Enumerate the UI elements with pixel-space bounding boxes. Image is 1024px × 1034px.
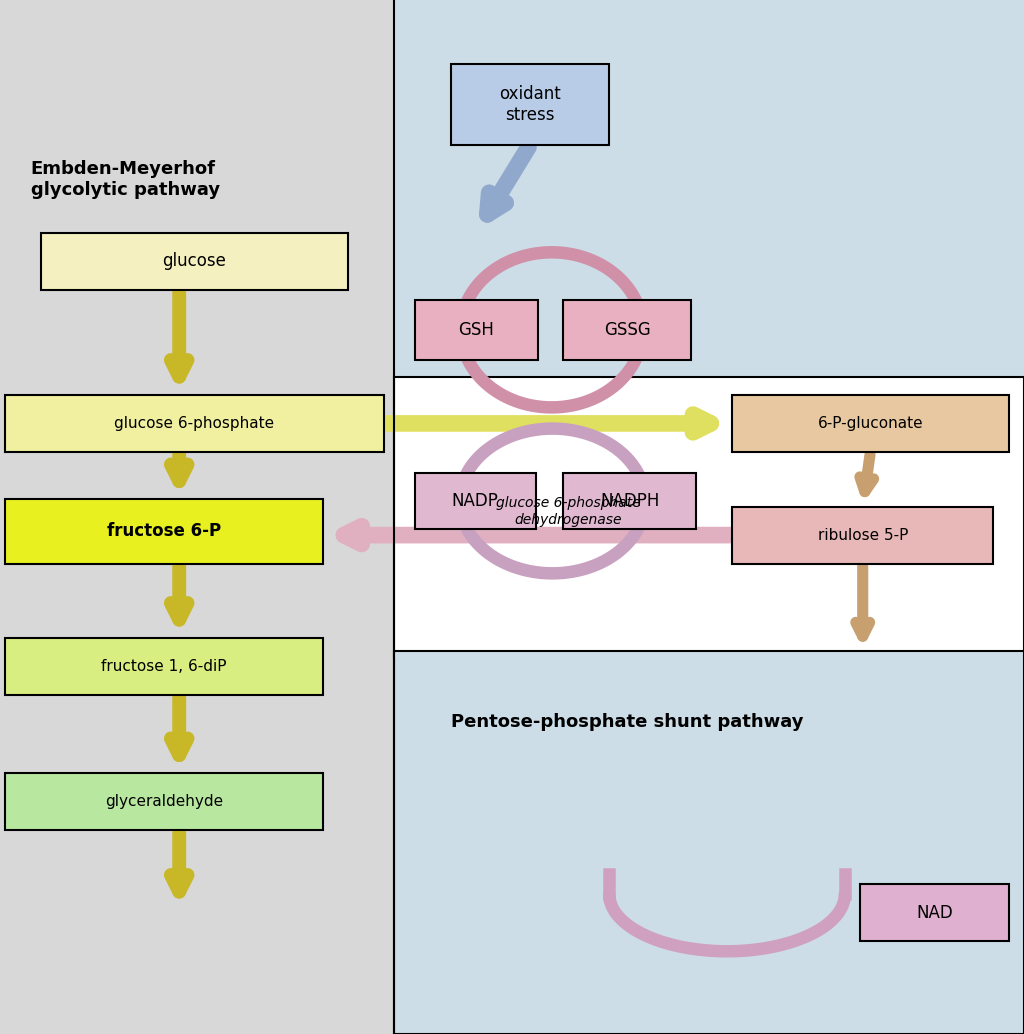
FancyBboxPatch shape (563, 473, 696, 529)
FancyBboxPatch shape (5, 638, 323, 695)
Text: glucose: glucose (163, 252, 226, 270)
FancyBboxPatch shape (415, 300, 538, 360)
FancyBboxPatch shape (5, 773, 323, 830)
Text: oxidant
stress: oxidant stress (499, 85, 561, 124)
FancyBboxPatch shape (563, 300, 691, 360)
FancyBboxPatch shape (732, 507, 993, 564)
Text: NAD: NAD (916, 904, 952, 921)
FancyBboxPatch shape (5, 395, 384, 452)
Text: glucose 6-phosphate
dehydrogenase: glucose 6-phosphate dehydrogenase (496, 496, 641, 526)
Text: 6-P-gluconate: 6-P-gluconate (817, 416, 924, 431)
Text: fructose 1, 6-diP: fructose 1, 6-diP (101, 659, 226, 674)
Text: Embden-Meyerhof
glycolytic pathway: Embden-Meyerhof glycolytic pathway (31, 160, 220, 200)
Text: NADP: NADP (452, 492, 499, 510)
Text: GSSG: GSSG (604, 321, 650, 339)
Text: Pentose-phosphate shunt pathway: Pentose-phosphate shunt pathway (451, 713, 803, 731)
Bar (394, 377, 1024, 657)
Text: fructose 6-P: fructose 6-P (106, 522, 221, 541)
FancyBboxPatch shape (732, 395, 1009, 452)
Bar (0, 0, 394, 1034)
FancyBboxPatch shape (451, 64, 609, 145)
Text: ribulose 5-P: ribulose 5-P (817, 527, 908, 543)
Bar (394, 651, 1024, 1034)
FancyBboxPatch shape (415, 473, 536, 529)
FancyBboxPatch shape (5, 499, 323, 564)
Text: GSH: GSH (458, 321, 495, 339)
FancyBboxPatch shape (860, 884, 1009, 941)
FancyBboxPatch shape (41, 233, 348, 290)
Bar (394, 0, 1024, 1034)
Text: NADPH: NADPH (600, 492, 659, 510)
Text: glucose 6-phosphate: glucose 6-phosphate (115, 416, 274, 431)
Text: glyceraldehyde: glyceraldehyde (104, 794, 223, 810)
